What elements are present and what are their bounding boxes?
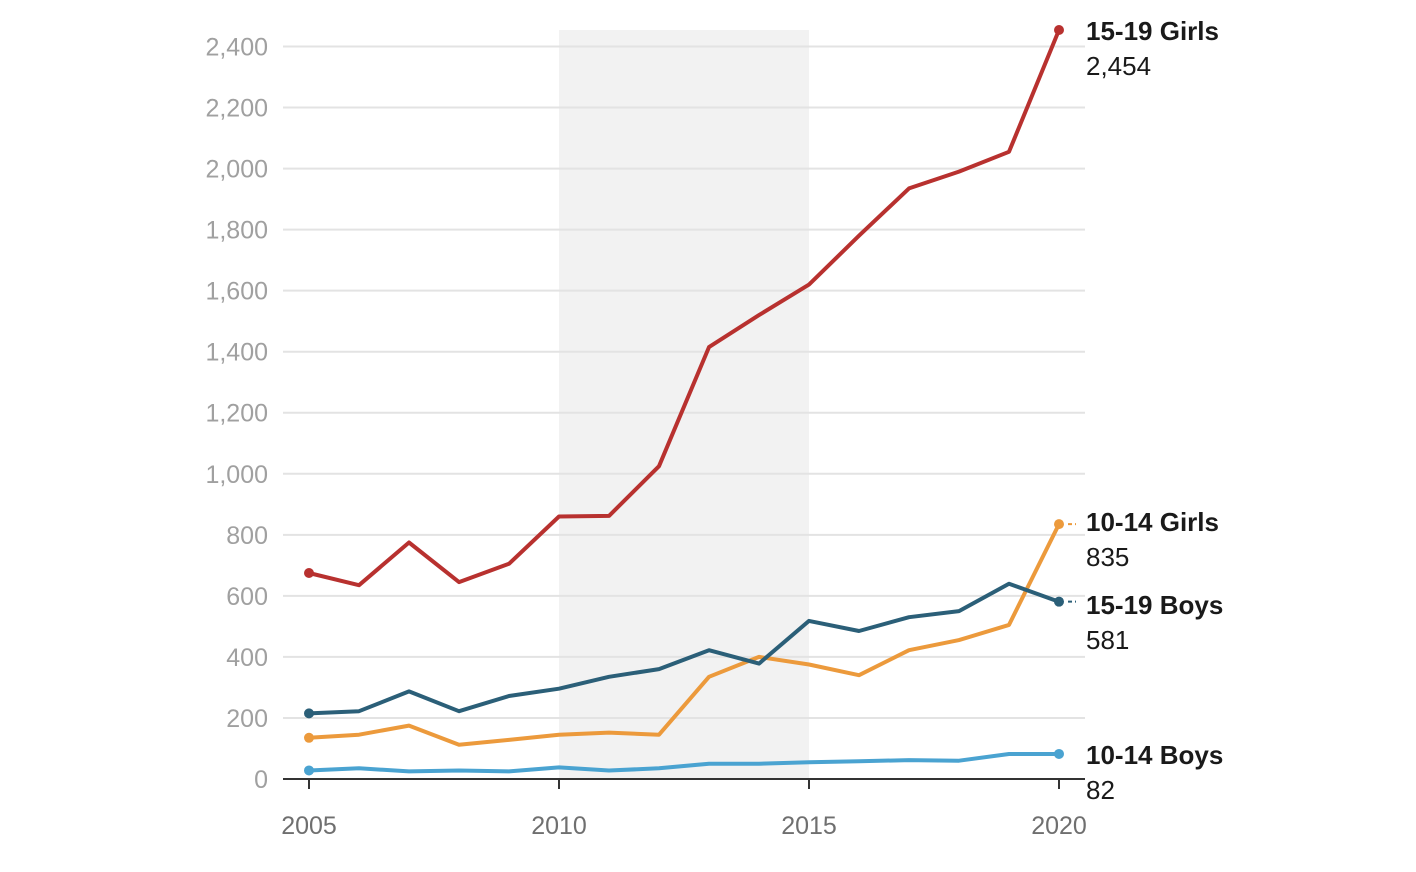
series-line: [307, 28, 1061, 588]
series-end-point: [1054, 519, 1064, 530]
y-tick-label: 1,000: [205, 461, 268, 489]
series-value-label: 2,454: [1086, 51, 1151, 81]
series-name-label: 15-19 Boys: [1086, 590, 1223, 620]
series-value-label: 82: [1086, 775, 1115, 805]
series-line: [307, 752, 1061, 774]
y-tick-label: 0: [254, 766, 268, 794]
series-end-point: [1054, 748, 1064, 759]
series-start-point: [304, 567, 314, 578]
y-tick-label: 2,200: [205, 95, 268, 123]
series-name-label: 10-14 Boys: [1086, 740, 1223, 770]
series-line: [307, 581, 1061, 716]
x-tick-label: 2005: [281, 812, 337, 840]
x-tick-label: 2015: [781, 812, 837, 840]
series-name-label: 15-19 Girls: [1086, 16, 1219, 46]
y-tick-label: 1,400: [205, 339, 268, 367]
series-end-point: [1054, 596, 1064, 607]
y-tick-label: 2,400: [205, 33, 268, 61]
y-tick-label: 600: [226, 583, 268, 611]
series-start-point: [304, 732, 314, 743]
series-end-point: [1054, 25, 1064, 35]
y-tick-label: 200: [226, 705, 268, 733]
series-value-label: 835: [1086, 542, 1129, 572]
series-name-label: 10-14 Girls: [1086, 507, 1219, 537]
y-tick-label: 2,000: [205, 156, 268, 184]
y-tick-label: 400: [226, 644, 268, 672]
x-tick-label: 2010: [531, 812, 587, 840]
series-line: [307, 522, 1061, 747]
y-tick-label: 800: [226, 522, 268, 550]
series-start-point: [304, 765, 314, 776]
y-tick-label: 1,600: [205, 278, 268, 306]
y-tick-label: 1,200: [205, 400, 268, 428]
y-tick-label: 1,800: [205, 217, 268, 245]
series-value-label: 581: [1086, 625, 1129, 655]
x-tick-label: 2020: [1031, 812, 1087, 840]
series-start-point: [304, 708, 314, 719]
